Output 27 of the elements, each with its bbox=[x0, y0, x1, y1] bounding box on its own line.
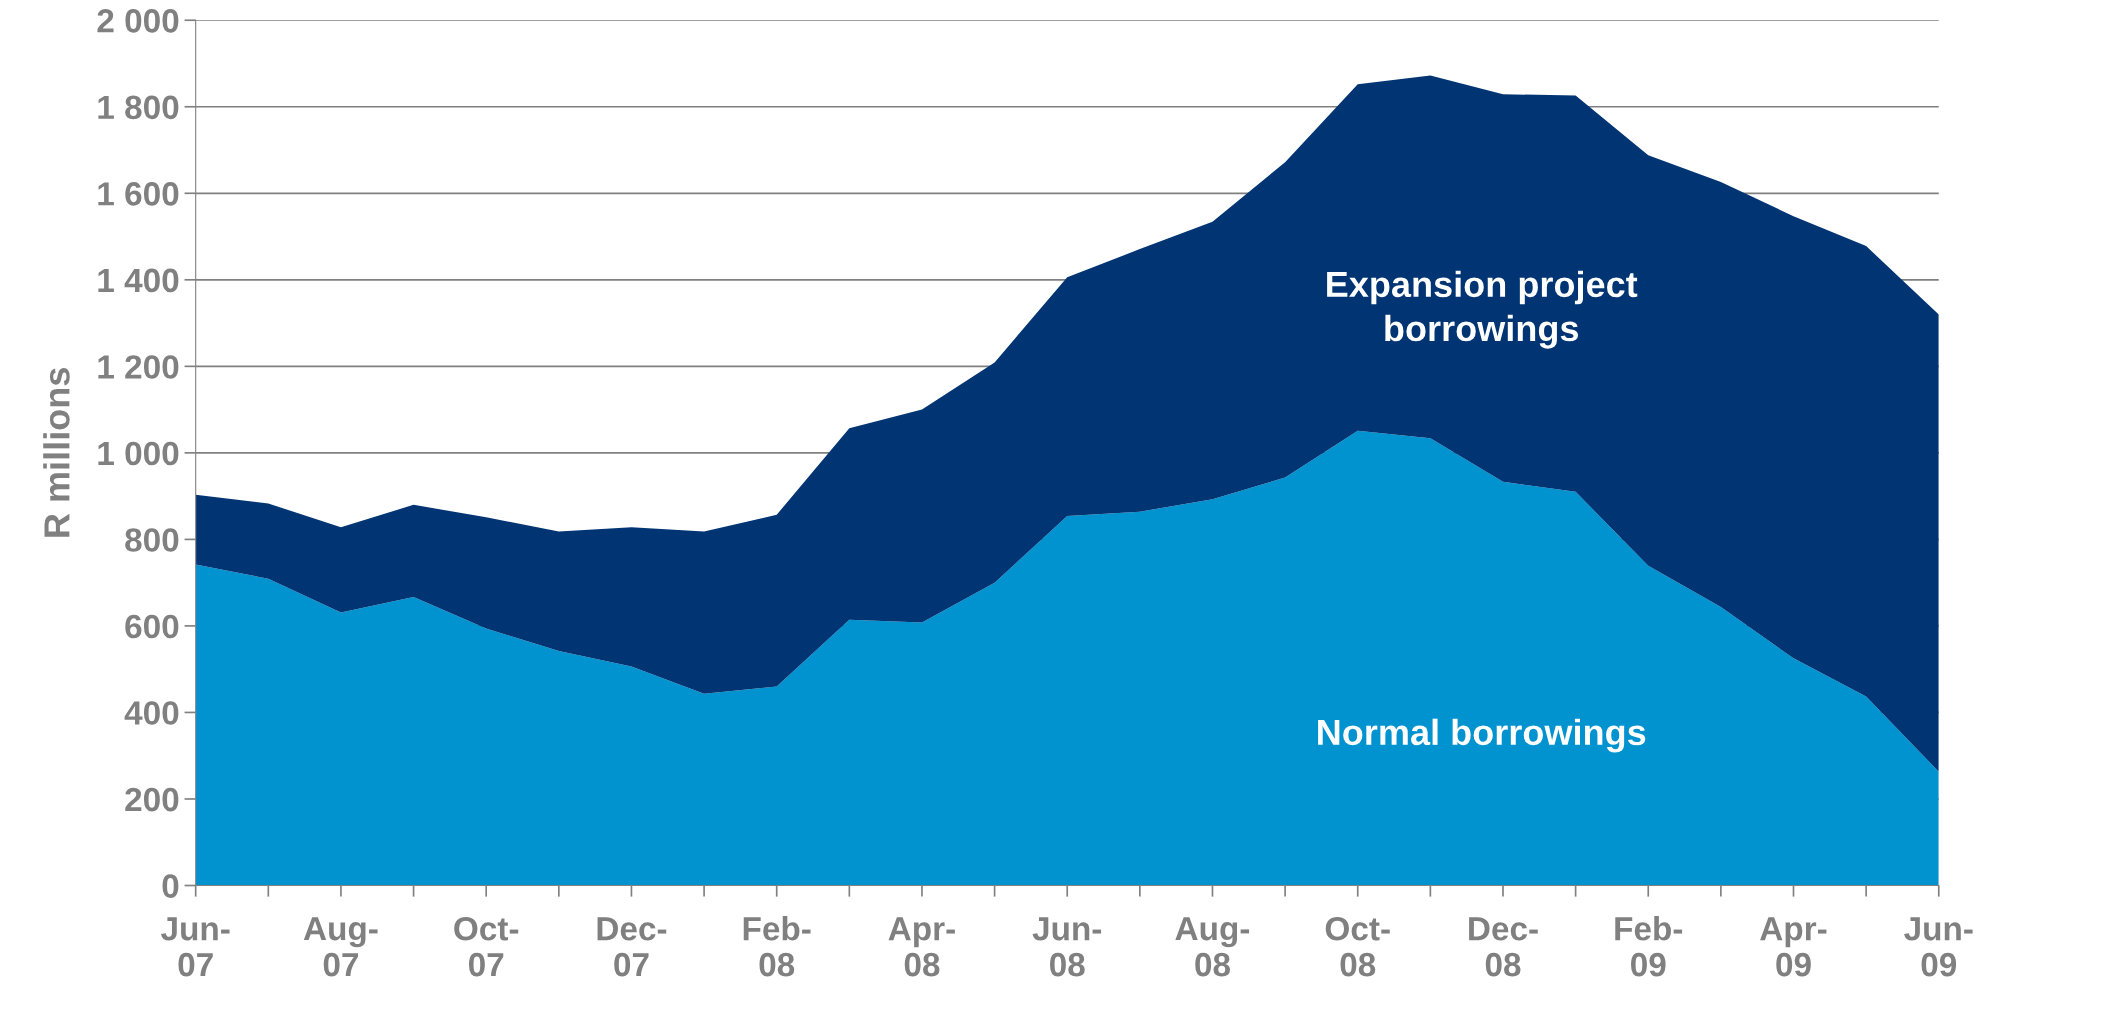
y-tick-label: 0 bbox=[162, 874, 179, 898]
x-tick-label: Apr- 09 bbox=[1760, 917, 1827, 977]
x-tick-label: Oct- 08 bbox=[1325, 916, 1390, 977]
x-tick-label: Jun- 08 bbox=[1032, 917, 1102, 977]
y-tick-label: 1 600 bbox=[98, 182, 179, 206]
x-tick-label: Aug- 08 bbox=[1175, 917, 1250, 977]
x-tick-label: Feb- 09 bbox=[1615, 916, 1683, 977]
x-tick-label: Apr- 08 bbox=[888, 917, 955, 977]
x-tick-label: Feb- 08 bbox=[743, 916, 811, 977]
x-tick-label: Dec- 07 bbox=[597, 917, 667, 977]
series-label: Normal borrowings bbox=[1318, 718, 1646, 753]
y-tick-label: 1 000 bbox=[98, 441, 179, 466]
x-tick-label: Dec- 08 bbox=[1469, 917, 1538, 977]
y-tick-label: 2 000 bbox=[97, 9, 179, 33]
y-tick-label: 1 800 bbox=[98, 95, 179, 120]
y-tick-label: 1 200 bbox=[98, 355, 179, 379]
y-tick-label: 600 bbox=[125, 614, 179, 639]
y-tick-label: 200 bbox=[125, 787, 179, 812]
y-tick-label: 1 400 bbox=[98, 268, 179, 293]
x-tick-label: Jun- 09 bbox=[1904, 917, 1973, 977]
y-axis-title: R millions bbox=[43, 368, 70, 537]
series-label: Expansion project borrowings bbox=[1327, 270, 1638, 349]
y-tick-label: 800 bbox=[125, 528, 179, 552]
x-tick-label: Oct- 07 bbox=[454, 916, 519, 977]
y-tick-label: 400 bbox=[124, 701, 179, 725]
x-tick-label: Jun- 07 bbox=[161, 917, 230, 977]
x-tick-label: Aug- 07 bbox=[303, 917, 378, 977]
